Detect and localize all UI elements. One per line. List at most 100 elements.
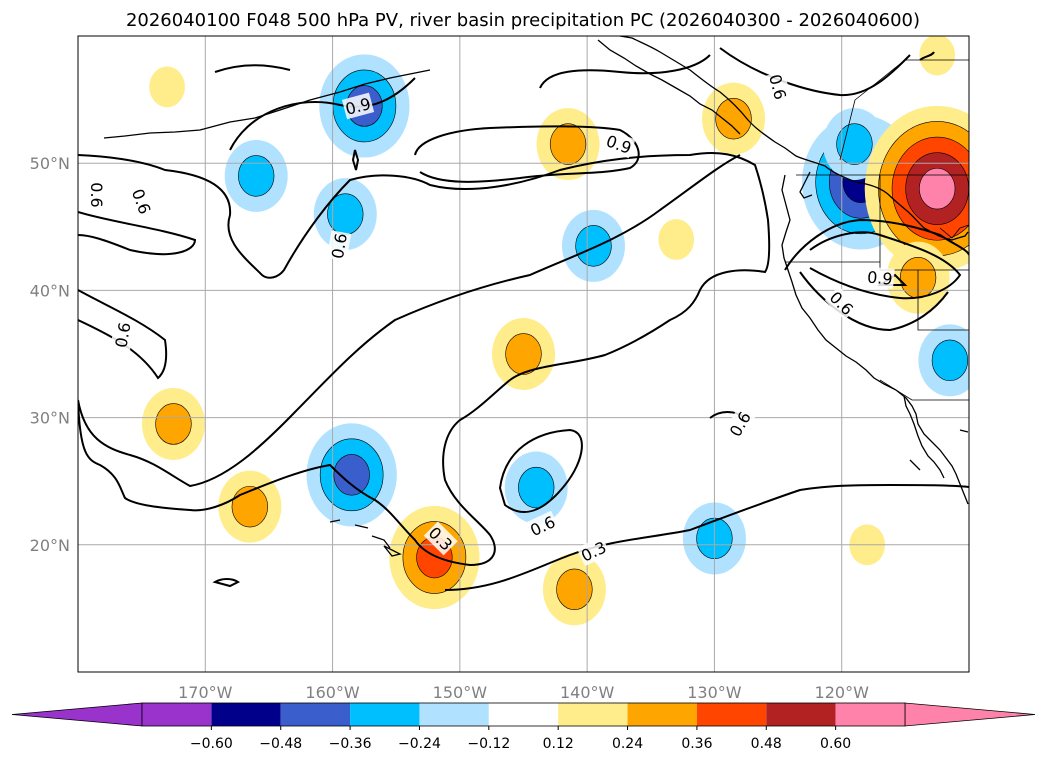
pc-anomaly-level xyxy=(518,466,555,509)
colorbar-segment xyxy=(350,703,420,726)
x-tick-label: 130°W xyxy=(687,683,742,702)
contour-label-bg xyxy=(87,181,108,209)
pv-contour-line xyxy=(229,77,416,151)
colorbar-tick-label: 0.12 xyxy=(543,736,574,752)
pc-anomaly-blob xyxy=(542,553,606,626)
y-tick-label: 20°N xyxy=(30,536,70,555)
colorbar-segment xyxy=(627,703,697,726)
political-border xyxy=(917,270,969,331)
colorbar-tick-label: −0.60 xyxy=(190,736,233,752)
pv-contour-line xyxy=(809,231,962,300)
pv-contour-line xyxy=(78,211,197,256)
pc-anomaly-level xyxy=(238,155,275,197)
pv-contour-line xyxy=(719,47,911,97)
chart-title: 2026040100 F048 500 hPa PV, river basin … xyxy=(126,10,920,31)
contour-label-bg xyxy=(525,510,560,541)
coastline xyxy=(799,171,813,199)
colorbar-segment xyxy=(835,703,905,726)
contour-label-bg xyxy=(724,406,756,442)
pc-anomaly-blob xyxy=(306,423,397,527)
coastline xyxy=(103,69,431,139)
contour-label-bg xyxy=(824,286,859,321)
x-tick-label: 160°W xyxy=(305,683,360,702)
contour-label-bg xyxy=(576,536,611,567)
pc-anomaly-level xyxy=(505,333,542,375)
y-tick-label: 50°N xyxy=(30,154,70,173)
pv-contour-line xyxy=(539,54,711,89)
contour-label-group: 0.6 xyxy=(326,230,352,262)
coastline xyxy=(909,429,969,471)
pc-anomaly-level xyxy=(149,66,185,108)
pc-anomaly-level xyxy=(333,454,370,496)
pc-anomaly-blob xyxy=(149,66,185,108)
pc-anomaly-blob xyxy=(864,105,969,272)
colorbar-segment xyxy=(142,703,212,726)
y-tick-label: 40°N xyxy=(30,281,70,300)
contour-label-bg xyxy=(341,92,375,120)
contour-label-bg xyxy=(127,184,156,218)
pv-contour-line xyxy=(78,154,741,488)
pc-anomaly-blob xyxy=(218,470,282,543)
contour-label-group: 0.9 xyxy=(341,92,375,120)
contour-label: 0.9 xyxy=(866,268,893,289)
x-tick-label: 140°W xyxy=(560,683,615,702)
pc-anomaly-level xyxy=(715,97,752,140)
coastline xyxy=(597,39,741,135)
political-border xyxy=(939,224,969,239)
contour-label-bg xyxy=(110,319,135,351)
pv-contour-layer xyxy=(78,47,969,591)
political-border xyxy=(839,59,969,161)
colorbar-tick-label: −0.24 xyxy=(398,736,441,752)
pv-contour-line xyxy=(78,152,771,567)
colorbar-segment xyxy=(766,703,836,726)
colorbar-segment xyxy=(488,703,559,726)
coastline xyxy=(329,519,402,557)
colorbar-extend-max xyxy=(904,702,1036,727)
colorbar-tick-label: 0.48 xyxy=(751,736,782,752)
contour-label: 0.6 xyxy=(87,182,106,207)
pc-anomaly-level xyxy=(658,219,695,260)
pc-anomaly-blob xyxy=(702,82,766,155)
pc-anomaly-layer xyxy=(141,36,969,626)
pv-contour-line xyxy=(212,578,240,588)
pv-contour-line xyxy=(784,218,969,271)
colorbar-tick-label: −0.12 xyxy=(467,736,510,752)
map-frame xyxy=(77,35,970,673)
y-tick-label: 30°N xyxy=(30,409,70,428)
pv-contour-line xyxy=(498,428,583,514)
pc-anomaly-level xyxy=(931,339,969,382)
contour-label-bg xyxy=(423,521,458,556)
colorbar-extend-min xyxy=(11,702,143,727)
colorbar-tick-label: 0.24 xyxy=(612,736,643,752)
contour-label-bg xyxy=(865,266,895,289)
pv-contour-line xyxy=(919,51,935,61)
contour-label-group: 0.6 xyxy=(110,319,135,351)
colorbar-tick-label: −0.36 xyxy=(329,736,372,752)
pc-anomaly-blob xyxy=(562,209,626,282)
map-area: 0.90.90.60.60.60.60.60.90.60.60.60.3 0.3 xyxy=(78,36,969,672)
colorbar-tick-label: −0.48 xyxy=(259,736,302,752)
pc-anomaly-blob xyxy=(919,36,956,76)
pc-anomaly-level xyxy=(549,123,587,165)
political-border xyxy=(879,379,969,401)
colorbar-segment xyxy=(696,703,767,726)
pc-anomaly-blob xyxy=(492,318,555,390)
colorbar-tick-label: 0.36 xyxy=(681,736,712,752)
contour-label: 0.6 xyxy=(328,232,351,260)
coastline xyxy=(619,36,969,241)
pc-anomaly-level xyxy=(919,167,956,210)
pc-anomaly-blob xyxy=(536,108,600,181)
contour-label-bg xyxy=(764,70,792,103)
pc-anomaly-blob xyxy=(918,324,969,397)
pc-anomaly-blob xyxy=(224,139,288,212)
pv-contour-line xyxy=(799,271,949,332)
pv-contour-line xyxy=(351,149,360,171)
pc-anomaly-level xyxy=(556,568,593,611)
colorbar: −0.60 −0.48 −0.36 −0.24 −0.12 0.12 0.24 0.36 0.4… xyxy=(11,702,1036,752)
coastline xyxy=(903,395,945,479)
pc-anomaly-level xyxy=(231,485,268,528)
pv-contour-line xyxy=(214,64,291,73)
coastline xyxy=(781,174,969,505)
axis-layer: 170°W 160°W 150°W 140°W 130°W 120°W 20°N 30°N 40… xyxy=(30,154,869,702)
